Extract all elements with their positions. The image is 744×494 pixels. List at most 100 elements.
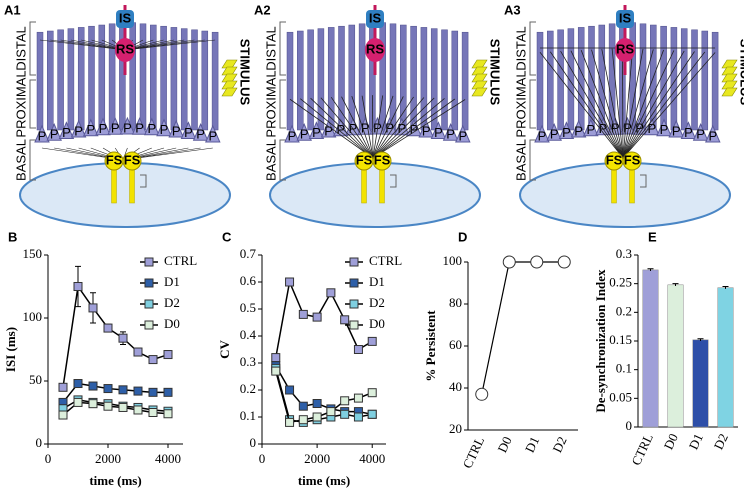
x-tick-label: 4000 — [155, 451, 181, 466]
connection — [560, 51, 624, 159]
fs-axon — [611, 164, 617, 204]
dendrite — [567, 28, 575, 131]
connection — [372, 99, 466, 159]
connection — [622, 48, 624, 159]
marker — [73, 282, 83, 291]
dendrite — [358, 23, 366, 131]
layer-label: PROXIMAL — [513, 70, 528, 137]
dendrite — [451, 30, 459, 131]
y-axis-label: % Persistent — [423, 310, 438, 382]
cell-label: P — [586, 122, 595, 137]
cell-label: IS — [369, 10, 382, 25]
y-tick-label: 100 — [443, 253, 463, 268]
legend-marker — [144, 257, 154, 267]
pyramidal-cell — [668, 119, 684, 138]
dendrite — [108, 23, 116, 131]
feedback — [640, 174, 647, 188]
marker — [326, 407, 336, 417]
legend-label: D0 — [164, 316, 180, 331]
panel-label: E — [648, 229, 657, 244]
connection — [622, 48, 634, 159]
panel-label: A1 — [4, 2, 21, 17]
marker — [88, 381, 98, 391]
y-tick-label: 0.3 — [240, 354, 256, 369]
x-tick-label: D2 — [711, 431, 731, 452]
pyramidal-cell — [583, 118, 599, 137]
marker — [340, 315, 350, 325]
soma-field — [519, 162, 731, 228]
connection — [341, 96, 374, 159]
error-bar — [672, 283, 679, 286]
connection — [351, 96, 374, 159]
cell-label: P — [708, 128, 717, 143]
pyramidal-cell — [34, 124, 50, 143]
cell-label: P — [111, 121, 120, 136]
marker — [148, 408, 158, 417]
cell-label: FS — [374, 152, 391, 167]
y-tick-label: 0 — [626, 418, 633, 433]
y-tick-label: 0.2 — [616, 303, 632, 318]
error-bar — [647, 268, 654, 272]
bracket — [279, 21, 286, 76]
cell-label: P — [647, 121, 656, 136]
panel-label: A2 — [254, 2, 271, 17]
marker — [298, 415, 308, 425]
panel-label: A3 — [504, 2, 521, 17]
pyramidal-cell — [119, 116, 136, 135]
dendrite — [430, 28, 438, 131]
cell-label: FS — [606, 152, 623, 167]
marker — [133, 405, 143, 415]
y-tick-label: 0.2 — [240, 381, 256, 396]
dendrite — [286, 31, 294, 131]
bar — [717, 287, 734, 428]
marker — [312, 312, 322, 322]
layer-label: BASAL — [13, 139, 28, 181]
marker — [367, 336, 377, 346]
pyramidal-cell — [131, 116, 148, 135]
stimulus-label: STIMULUS — [238, 39, 253, 106]
y-tick-label: 0.5 — [240, 300, 256, 315]
dendrite — [338, 25, 345, 131]
connection — [622, 50, 685, 159]
legend-marker — [349, 257, 359, 267]
dendrite — [441, 29, 448, 131]
dendrite — [180, 28, 188, 131]
connection — [580, 50, 624, 159]
cell-label: P — [172, 123, 181, 138]
dendrite — [639, 23, 647, 131]
x-tick-label: CTRL — [460, 434, 488, 471]
cell-label: P — [300, 127, 309, 142]
connection — [320, 97, 374, 159]
bracket — [529, 21, 536, 76]
pyramidal-cell — [144, 117, 160, 136]
connection — [372, 95, 384, 159]
y-tick-label: 20 — [449, 421, 462, 436]
fs-axon — [111, 164, 117, 204]
marker — [340, 396, 350, 406]
series-line — [481, 261, 565, 395]
x-tick-label: D2 — [549, 434, 569, 455]
marker — [58, 382, 68, 392]
marker — [103, 323, 113, 333]
dendrite — [577, 27, 585, 131]
layer-label: PROXIMAL — [263, 70, 278, 137]
pyramidal-cell — [570, 119, 587, 138]
dendrite — [57, 29, 64, 131]
marker — [88, 303, 98, 313]
marker — [163, 387, 173, 397]
bracket — [279, 79, 286, 129]
is-cell — [116, 10, 134, 28]
connection — [124, 39, 216, 51]
connection — [622, 51, 706, 159]
pyramidal-cell — [333, 118, 349, 137]
marker — [103, 384, 113, 394]
legend-marker — [349, 320, 359, 330]
cell-label: P — [312, 125, 321, 140]
marker — [88, 399, 98, 409]
layer-label: BASAL — [263, 139, 278, 181]
pyramidal-cell — [455, 124, 471, 143]
bar — [642, 269, 659, 428]
marker — [340, 409, 350, 419]
is-cell — [616, 10, 634, 28]
